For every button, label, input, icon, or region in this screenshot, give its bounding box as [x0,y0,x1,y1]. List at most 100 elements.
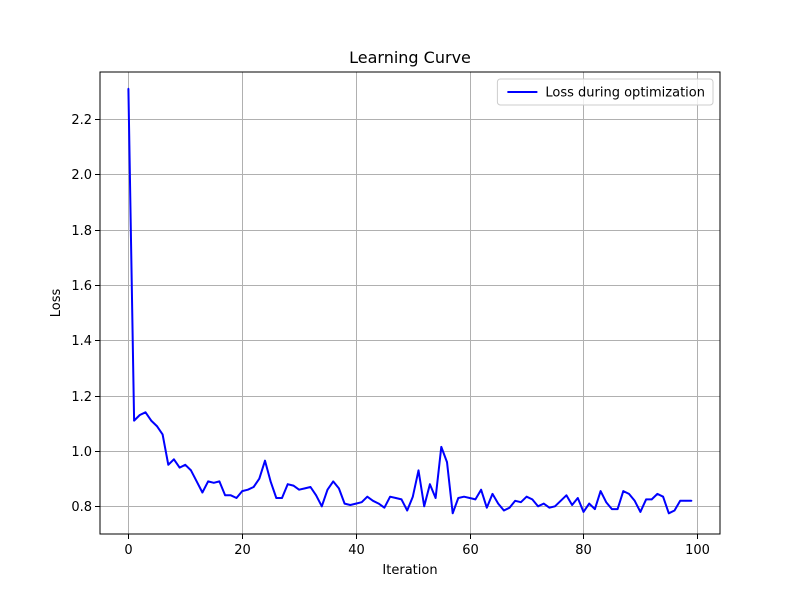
data-point [389,495,391,498]
y-tick-label: 2.0 [71,168,92,183]
y-tick-label: 1.6 [71,279,92,294]
data-point [520,501,522,504]
data-point [224,494,226,497]
data-point [685,500,687,502]
data-point [252,486,255,488]
y-tick-label: 1.0 [71,445,92,460]
data-point [321,505,323,508]
data-point [457,497,460,499]
grid [100,72,720,534]
data-point [417,469,420,472]
data-point [207,480,209,483]
y-tick-label: 1.2 [71,390,92,405]
data-point [383,506,386,509]
data-point [542,502,545,505]
data-point [167,464,170,466]
data-point [235,497,238,499]
x-tick-label: 100 [685,543,710,558]
data-point [525,495,528,498]
data-point [559,500,562,502]
data-point [491,493,494,495]
data-point [150,419,152,422]
data-point [326,488,329,491]
data-point [622,490,625,492]
data-point [201,491,204,494]
data-point [395,497,397,499]
data-point [247,488,249,491]
data-point [286,483,289,486]
x-tick-label: 80 [575,543,592,558]
data-point [565,494,568,497]
plot-area [100,72,720,534]
data-point [599,490,602,492]
data-point [537,505,539,508]
data-point [668,512,670,515]
data-point [434,497,437,499]
data-point [645,498,647,501]
data-point [406,509,409,512]
y-tick-label: 0.8 [71,500,92,515]
legend: Loss during optimization [496,78,714,106]
data-point [412,495,414,498]
data-point [679,500,681,502]
data-point [616,508,619,510]
x-tick-label: 60 [462,543,479,558]
data-point [571,504,573,506]
data-point [400,498,403,501]
data-point [474,498,477,501]
data-point [355,502,357,505]
y-tick-label: 2.2 [71,113,92,128]
data-point [304,487,306,490]
data-point [440,446,443,448]
data-point [360,501,363,504]
data-point [633,500,636,502]
data-point [315,494,317,497]
data-point [423,505,426,508]
data-point [662,495,664,498]
data-point [377,502,380,505]
loss-series-line [127,88,692,515]
y-tick-label: 1.8 [71,224,92,239]
y-axis-label: Loss [49,289,64,318]
data-point [309,486,312,488]
data-point [594,508,596,510]
chart-title: Learning Curve [349,48,471,67]
data-point [195,480,198,483]
data-point [144,411,147,414]
data-point [127,87,130,90]
x-tick-label: 20 [234,543,251,558]
data-point [673,509,676,512]
data-point [292,484,295,487]
data-point [190,469,192,472]
data-point [497,502,500,505]
data-point [343,502,346,505]
data-point [281,497,283,499]
data-point [139,414,141,416]
data-point [531,498,534,501]
data-point [690,500,693,502]
data-point [480,488,482,491]
series-layer [127,87,693,515]
data-point [230,494,232,497]
data-point [269,480,272,483]
data-point [258,477,261,480]
data-point [628,493,630,495]
data-point [213,482,215,484]
data-point [588,502,590,505]
data-point [514,500,516,502]
data-point [577,497,579,499]
x-axis-label: Iteration [382,563,437,578]
data-point [161,433,164,436]
data-point [548,506,551,509]
data-point [178,466,181,469]
data-point [639,511,642,513]
data-point [338,487,340,490]
data-point [349,504,352,506]
data-point [133,419,135,422]
data-point [184,464,187,466]
x-tick-label: 0 [124,543,132,558]
data-point [298,488,300,491]
legend-box [496,78,714,106]
ticks: 0 20 40 60 80 100 0.8 1.0 1.2 1.4 1.6 1.8 2.0 2.2 [71,113,710,558]
